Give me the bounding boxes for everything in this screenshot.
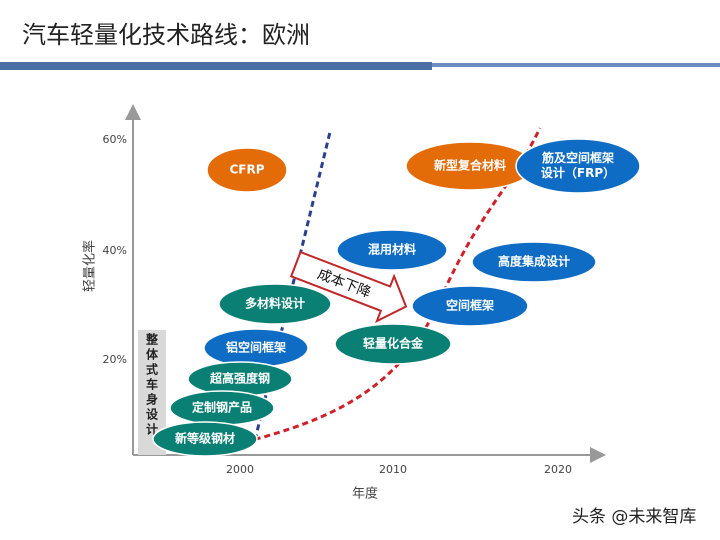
side-label-char: 体 (146, 347, 159, 362)
node: 新等级钢材 (152, 421, 258, 457)
node-label: 新等级钢材 (175, 431, 235, 446)
node-label: 空间框架 (446, 298, 494, 313)
node: CFRP (206, 147, 288, 193)
y-tick-label: 20% (103, 353, 127, 366)
node: 定制钢产品 (169, 390, 275, 426)
node-label: 铝空间框架 (226, 340, 286, 355)
node-label: 设计（FRP） (541, 165, 615, 180)
node: 空间框架 (411, 285, 529, 327)
node-shape (336, 229, 448, 271)
title: 汽车轻量化技术路线：欧洲 (22, 21, 310, 49)
node-label: 新型复合材料 (434, 158, 506, 173)
node-label: 轻量化合金 (363, 336, 424, 351)
title-bar-thin (432, 63, 720, 67)
side-label-char: 式 (146, 362, 158, 377)
title-bar (0, 62, 432, 70)
node-label: 超高强度钢 (209, 371, 270, 386)
node-label: 多材料设计 (245, 296, 305, 311)
node: 铝空间框架 (203, 328, 309, 368)
node-shape (471, 241, 597, 283)
side-label-char: 整 (145, 332, 158, 347)
x-axis-label: 年度 (352, 486, 378, 502)
node-label: 筋及空间框架 (541, 150, 614, 165)
node-label: 高度集成设计 (498, 254, 570, 269)
x-tick-label: 2010 (379, 463, 407, 476)
node: 多材料设计 (218, 283, 332, 325)
node: 新型复合材料 (405, 141, 535, 191)
node-shape (334, 323, 452, 365)
node-shape (218, 283, 332, 325)
node-shape (515, 138, 641, 194)
y-axis-label: 轻量化率 (82, 240, 98, 292)
node-label: 定制钢产品 (192, 400, 252, 415)
node-shape (206, 147, 288, 193)
node-shape (152, 421, 258, 457)
side-label-char: 计 (146, 422, 158, 437)
node: 超高强度钢 (187, 361, 293, 397)
watermark: 头条 @未来智库 (572, 507, 696, 527)
y-tick-label: 60% (103, 133, 127, 146)
side-label-char: 设 (146, 407, 159, 422)
x-tick-label: 2020 (544, 463, 572, 476)
node: 高度集成设计 (471, 241, 597, 283)
node-label: CFRP (229, 163, 264, 177)
x-tick-label: 2000 (226, 463, 254, 476)
side-label-char: 身 (146, 392, 158, 407)
cost-arrow: 成本下降 (289, 250, 408, 324)
y-tick-label: 40% (103, 244, 127, 257)
side-label-char: 车 (146, 377, 158, 392)
arrow-shape (289, 250, 408, 324)
node: 轻量化合金 (334, 323, 452, 365)
node-label: 混用材料 (368, 242, 416, 257)
node: 混用材料 (336, 229, 448, 271)
node-shape (411, 285, 529, 327)
